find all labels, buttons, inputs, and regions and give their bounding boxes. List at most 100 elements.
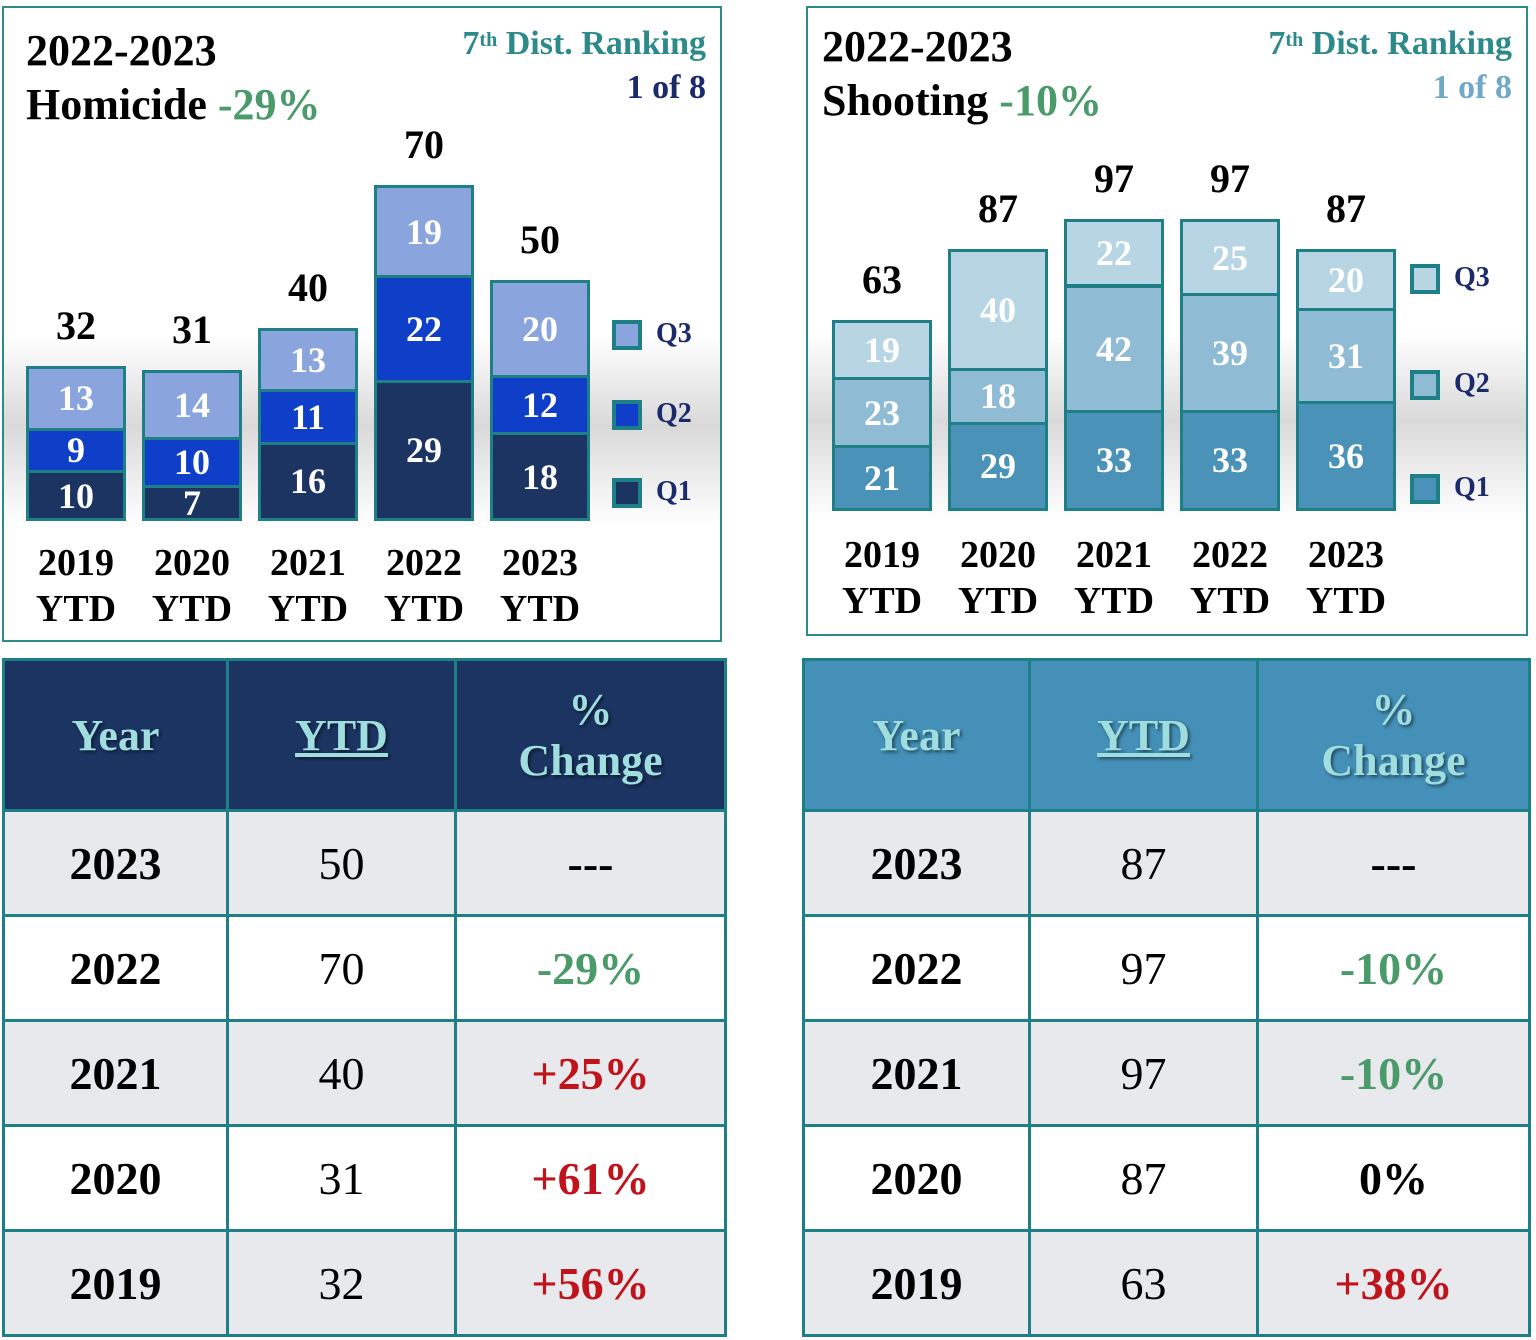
legend-swatch-q2 — [612, 400, 642, 430]
homicide-title-change: -29% — [217, 80, 321, 129]
table-row: 2021 40 +25% — [2, 1019, 727, 1127]
category-label-2022: 2022 YTD — [1170, 532, 1290, 624]
bar-total-2020: 31 — [172, 307, 212, 353]
category-label-2023: 2023 YTD — [480, 540, 600, 632]
homicide-chart-panel: 2022-2023 Homicide -29% 7th Dist. Rankin… — [2, 6, 722, 642]
year-cell: 2020 — [802, 1124, 1031, 1232]
shooting-title-change: -10% — [999, 76, 1102, 125]
bar-segment-q2-2022: 22 — [374, 275, 474, 383]
homicide-title-label: Homicide — [26, 80, 207, 129]
change-cell: +61% — [454, 1124, 727, 1232]
year-cell: 2021 — [802, 1019, 1031, 1127]
change-cell: 0% — [1256, 1124, 1531, 1232]
change-cell: --- — [454, 809, 727, 917]
bar-total-2023: 87 — [1326, 185, 1366, 231]
category-year: 2020 — [154, 542, 230, 584]
bar-segment-q3-2022: 19 — [374, 184, 474, 279]
bar-segment-q1-2022: 33 — [1180, 409, 1280, 511]
bar-total-2023: 50 — [520, 217, 560, 262]
year-cell: 2019 — [802, 1229, 1031, 1337]
homicide-table-header: Year YTD % Change — [2, 658, 727, 812]
change-cell: +56% — [454, 1229, 727, 1337]
category-sub: YTD — [1073, 580, 1155, 622]
bar-segment-q2-2020: 18 — [948, 367, 1048, 425]
category-label-2023: 2023 YTD — [1286, 532, 1406, 624]
bar-segment-q2-2021: 42 — [1064, 284, 1164, 413]
bar-segment-q1-2020: 7 — [142, 483, 242, 523]
header-ytd-label: YTD — [295, 710, 388, 760]
table-row: 2019 32 +56% — [2, 1229, 727, 1337]
ytd-cell: 97 — [1028, 914, 1259, 1022]
category-year: 2019 — [38, 542, 114, 584]
table-row: 2020 87 0% — [802, 1124, 1531, 1232]
header-change-line1: % — [1371, 685, 1416, 734]
table-row: 2023 50 --- — [2, 809, 727, 917]
category-year: 2023 — [1308, 534, 1384, 576]
bar-segment-q2-2020: 10 — [142, 437, 242, 488]
homicide-rank-prefix: 7 — [462, 25, 480, 62]
category-sub: YTD — [267, 588, 349, 630]
bar-segment-q3-2020: 14 — [142, 370, 242, 441]
ytd-cell: 40 — [226, 1019, 457, 1127]
bar-segment-q3-2019: 19 — [832, 320, 932, 380]
shooting-table: Year YTD % Change 2023 87 --- 2022 97 -10% 202… — [802, 658, 1531, 1337]
category-sub: YTD — [1189, 580, 1271, 622]
table-row: 2019 63 +38% — [802, 1229, 1531, 1337]
ytd-cell: 63 — [1028, 1229, 1259, 1337]
category-sub: YTD — [151, 588, 233, 630]
bar-segment-q2-2023: 31 — [1296, 308, 1396, 404]
year-cell: 2020 — [2, 1124, 229, 1232]
ytd-cell: 87 — [1028, 1124, 1259, 1232]
bar-total-2019: 63 — [862, 257, 902, 303]
category-sub: YTD — [383, 588, 465, 630]
legend-swatch-q3 — [612, 320, 642, 350]
header-change-line2: Change — [518, 736, 663, 785]
shooting-rank-suffix: Dist. Ranking — [1303, 25, 1512, 62]
bar-total-2021: 97 — [1094, 155, 1134, 201]
category-year: 2022 — [1192, 534, 1268, 576]
bar-segment-q2-2022: 39 — [1180, 293, 1280, 413]
year-cell: 2023 — [2, 809, 229, 917]
header-change: % Change — [454, 658, 727, 812]
bar-segment-q3-2019: 13 — [26, 365, 126, 431]
category-label-2022: 2022 YTD — [364, 540, 484, 632]
header-change-line1: % — [568, 685, 613, 734]
ytd-cell: 70 — [226, 914, 457, 1022]
bar-segment-q1-2023: 18 — [490, 432, 590, 521]
bar-segment-q3-2023: 20 — [490, 280, 590, 379]
bar-total-2021: 40 — [288, 264, 328, 310]
bar-total-2020: 87 — [978, 185, 1018, 231]
homicide-rank-sup: th — [479, 29, 498, 51]
shooting-ranking: 7th Dist. Ranking 1 of 8 — [1268, 22, 1512, 110]
legend-label-q3: Q3 — [1454, 262, 1490, 293]
category-sub: YTD — [35, 588, 117, 630]
bar-total-2019: 32 — [56, 302, 96, 348]
legend-swatch-q1 — [612, 478, 642, 508]
ytd-cell: 50 — [226, 809, 457, 917]
shooting-rank-prefix: 7 — [1268, 25, 1286, 62]
category-label-2021: 2021 YTD — [248, 540, 368, 632]
shooting-chart-panel: 2022-2023 Shooting -10% 7th Dist. Rankin… — [806, 6, 1528, 636]
shooting-title-years: 2022-2023 — [822, 22, 1013, 71]
category-year: 2020 — [960, 534, 1036, 576]
bar-segment-q1-2023: 36 — [1296, 400, 1396, 511]
year-cell: 2023 — [802, 809, 1031, 917]
bar-segment-q2-2021: 11 — [258, 389, 358, 445]
header-ytd-label: YTD — [1097, 710, 1190, 760]
bar-segment-q1-2020: 29 — [948, 421, 1048, 511]
homicide-chart-title: 2022-2023 Homicide -29% — [26, 24, 321, 132]
homicide-table: Year YTD % Change 2023 50 --- 2022 70 -29% 202… — [2, 658, 727, 1337]
category-year: 2023 — [502, 542, 578, 584]
category-label-2020: 2020 YTD — [938, 532, 1058, 624]
category-sub: YTD — [1305, 580, 1387, 622]
bar-total-2022: 97 — [1210, 155, 1250, 201]
category-year: 2022 — [386, 542, 462, 584]
header-change: % Change — [1256, 658, 1531, 812]
ytd-cell: 32 — [226, 1229, 457, 1337]
category-sub: YTD — [957, 580, 1039, 622]
change-cell: -10% — [1256, 914, 1531, 1022]
category-year: 2021 — [1076, 534, 1152, 576]
bar-segment-q2-2023: 12 — [490, 375, 590, 436]
shooting-title-label: Shooting — [822, 76, 989, 125]
legend-swatch-q3 — [1410, 264, 1440, 294]
